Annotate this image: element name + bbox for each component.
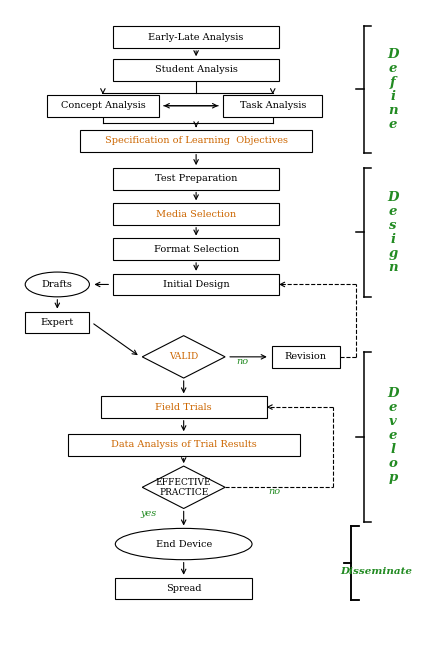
FancyBboxPatch shape bbox=[113, 274, 279, 295]
FancyBboxPatch shape bbox=[223, 95, 322, 117]
FancyBboxPatch shape bbox=[47, 95, 159, 117]
Text: Early-Late Analysis: Early-Late Analysis bbox=[149, 33, 244, 42]
Text: Student Analysis: Student Analysis bbox=[155, 66, 238, 75]
Text: yes: yes bbox=[141, 509, 157, 518]
Text: Drafts: Drafts bbox=[42, 280, 73, 289]
FancyBboxPatch shape bbox=[113, 26, 279, 48]
Text: EFFECTIVE
PRACTICE: EFFECTIVE PRACTICE bbox=[156, 477, 211, 497]
FancyBboxPatch shape bbox=[68, 434, 300, 456]
Text: End Device: End Device bbox=[156, 540, 212, 548]
Text: D
e
s
i
g
n: D e s i g n bbox=[387, 191, 399, 274]
Text: Media Selection: Media Selection bbox=[156, 210, 236, 219]
Text: Disseminate: Disseminate bbox=[340, 567, 412, 576]
FancyBboxPatch shape bbox=[101, 396, 267, 418]
Ellipse shape bbox=[115, 529, 252, 559]
Text: VALID: VALID bbox=[169, 352, 198, 362]
Text: D
e
f
i
n
e: D e f i n e bbox=[387, 48, 399, 131]
FancyBboxPatch shape bbox=[272, 346, 340, 367]
Text: no: no bbox=[268, 487, 280, 496]
Text: Format Selection: Format Selection bbox=[154, 245, 239, 253]
Text: Specification of Learning  Objectives: Specification of Learning Objectives bbox=[105, 136, 288, 145]
FancyBboxPatch shape bbox=[113, 59, 279, 81]
FancyBboxPatch shape bbox=[113, 168, 279, 189]
Text: Revision: Revision bbox=[285, 352, 327, 362]
Text: Expert: Expert bbox=[41, 318, 74, 327]
FancyBboxPatch shape bbox=[113, 238, 279, 260]
FancyBboxPatch shape bbox=[80, 130, 312, 152]
Text: Data Analysis of Trial Results: Data Analysis of Trial Results bbox=[111, 440, 257, 449]
Text: D
e
v
e
l
o
p: D e v e l o p bbox=[387, 386, 399, 483]
Text: Spread: Spread bbox=[166, 584, 201, 593]
Polygon shape bbox=[142, 335, 225, 378]
Text: Task Analysis: Task Analysis bbox=[240, 102, 306, 110]
Text: Field Trials: Field Trials bbox=[155, 403, 212, 411]
Text: Concept Analysis: Concept Analysis bbox=[60, 102, 145, 110]
Text: Initial Design: Initial Design bbox=[163, 280, 230, 289]
FancyBboxPatch shape bbox=[25, 312, 89, 333]
Ellipse shape bbox=[25, 272, 89, 297]
Polygon shape bbox=[142, 466, 225, 508]
FancyBboxPatch shape bbox=[113, 203, 279, 225]
Text: no: no bbox=[236, 357, 249, 366]
Text: Test Preparation: Test Preparation bbox=[155, 174, 237, 183]
FancyBboxPatch shape bbox=[115, 578, 252, 599]
